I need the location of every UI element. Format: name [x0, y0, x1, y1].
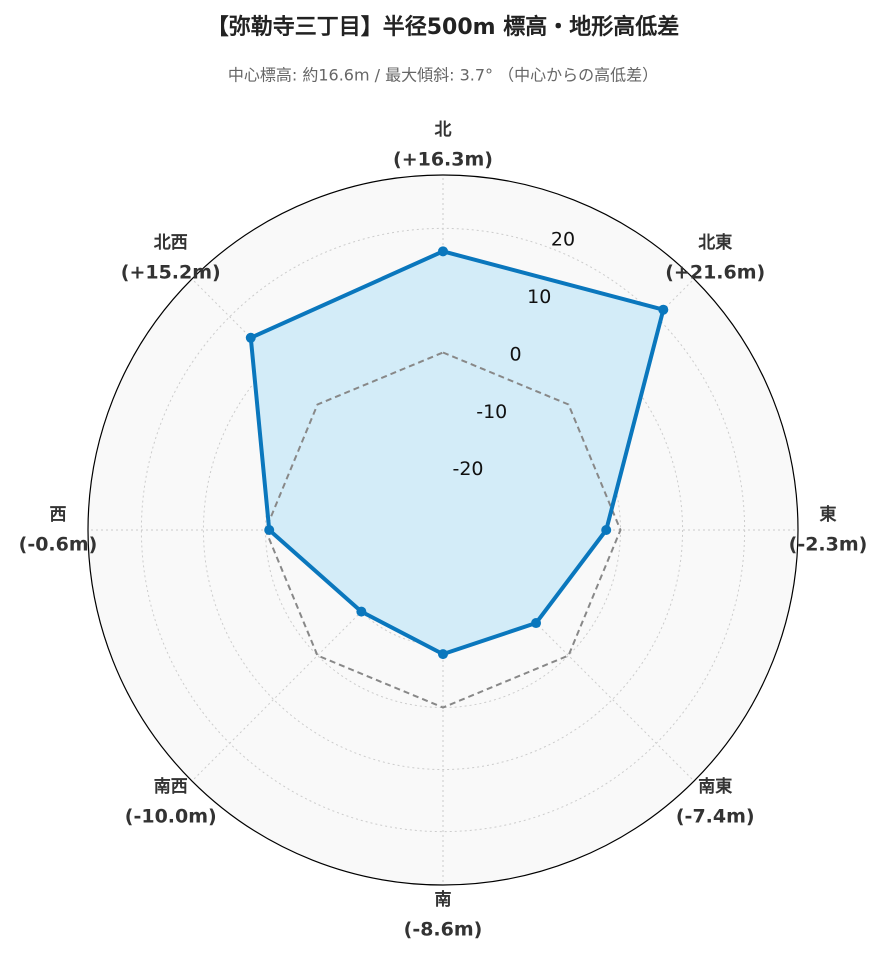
grid-spoke [191, 529, 444, 782]
data-point [264, 525, 275, 535]
reference-line [264, 351, 622, 709]
r-tick-label: 0 [509, 343, 521, 365]
plot-border [87, 174, 799, 886]
data-point [531, 618, 542, 629]
category-label: 西 [50, 505, 67, 525]
value-label: (-7.4m) [676, 806, 755, 828]
grid-circle [202, 289, 684, 771]
data-point [245, 332, 256, 343]
r-tick-label: 10 [527, 286, 551, 308]
value-label: (-0.6m) [19, 534, 98, 556]
category-label: 南西 [154, 776, 188, 797]
data-point [658, 304, 669, 315]
value-label: (-8.6m) [404, 919, 483, 941]
data-point [438, 649, 448, 660]
category-label: 東 [820, 504, 837, 525]
value-label: (-10.0m) [125, 806, 217, 828]
r-tick-label: 20 [551, 229, 575, 251]
data-point [356, 606, 367, 617]
grid-spoke [191, 278, 444, 531]
category-label: 北 [435, 120, 452, 140]
chart-title: 【弥勒寺三丁目】半径500m 標高・地形高低差 [207, 14, 680, 40]
value-label: (+16.3m) [393, 149, 493, 171]
r-tick-label: -20 [452, 458, 483, 480]
grid-spoke [442, 529, 695, 782]
category-label: 南 [435, 889, 452, 910]
category-label: 北東 [698, 232, 732, 253]
value-label: (-2.3m) [789, 534, 868, 556]
category-label: 南東 [698, 776, 732, 797]
data-area [250, 251, 664, 655]
category-label: 北西 [154, 233, 188, 253]
r-tick-label: -10 [476, 401, 507, 423]
value-label: (+21.6m) [665, 261, 765, 283]
chart-subtitle: 中心標高: 約16.6m / 最大傾斜: 3.7° （中心からの高低差） [228, 66, 658, 85]
value-label: (+15.2m) [121, 261, 221, 283]
data-point [438, 246, 448, 257]
data-point [601, 525, 612, 535]
